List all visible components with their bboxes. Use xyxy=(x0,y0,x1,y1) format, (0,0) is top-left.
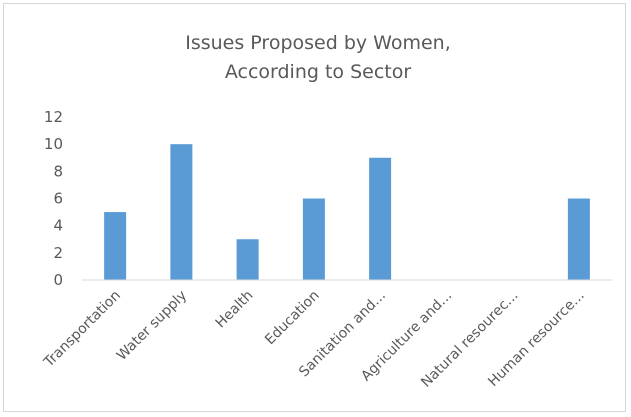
y-tick-label: 0 xyxy=(53,271,63,289)
y-tick-label: 4 xyxy=(53,217,63,235)
y-axis: 0 2 4 6 8 10 12 xyxy=(44,108,63,289)
x-tick-label: Transportation xyxy=(40,288,124,372)
x-tick-label: Health xyxy=(213,288,257,332)
y-tick-label: 12 xyxy=(44,108,63,126)
y-tick-label: 10 xyxy=(44,135,63,153)
x-tick-label: Water supply xyxy=(114,288,190,364)
bar xyxy=(369,157,392,280)
bar xyxy=(236,239,259,280)
y-tick-label: 6 xyxy=(53,190,63,208)
x-tick-label: Education xyxy=(262,288,323,349)
bar-series xyxy=(104,144,590,280)
y-tick-label: 8 xyxy=(53,162,63,180)
bar xyxy=(302,198,325,280)
bar xyxy=(170,144,193,280)
chart-title-line-2: According to Sector xyxy=(225,61,412,83)
y-tick-label: 2 xyxy=(53,244,63,262)
chart-title-line-1: Issues Proposed by Women, xyxy=(185,32,451,54)
bar xyxy=(104,212,127,280)
bar xyxy=(567,198,590,280)
chart-title: Issues Proposed by Women, According to S… xyxy=(185,32,451,83)
